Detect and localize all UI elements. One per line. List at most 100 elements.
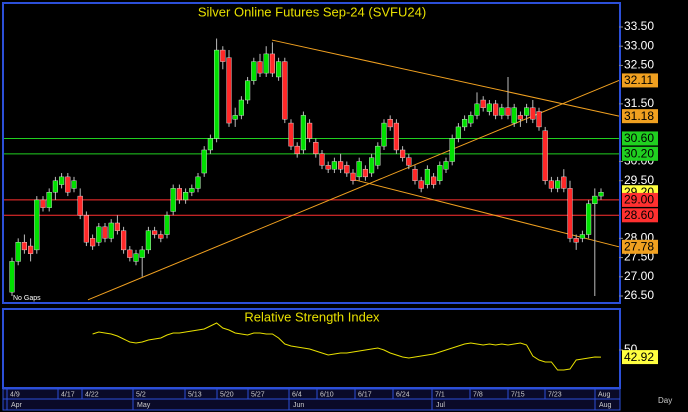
candle-body xyxy=(369,157,375,174)
candle-body xyxy=(40,199,46,208)
candle-body xyxy=(114,222,121,231)
candle-body xyxy=(207,138,214,151)
candle-body xyxy=(34,199,40,251)
candle-body xyxy=(244,80,251,101)
candle-body xyxy=(151,230,158,235)
candle-body xyxy=(263,53,269,74)
candle-body xyxy=(486,103,493,112)
date-label: 5/2 xyxy=(136,391,146,398)
candle-body xyxy=(493,103,499,116)
rsi-title: Relative Strength Index xyxy=(244,309,380,324)
y-tick-label: 31.50 xyxy=(624,96,654,110)
y-tick-label: 29.50 xyxy=(624,173,654,187)
level-label-box xyxy=(622,146,658,161)
candle-body xyxy=(474,103,480,116)
level-label: 27.78 xyxy=(624,239,654,253)
candle-body xyxy=(511,107,517,124)
y-tick-label: 33.00 xyxy=(624,38,654,52)
date-label: 6/10 xyxy=(320,391,334,398)
month-label: Aug xyxy=(599,402,612,409)
candle-body xyxy=(542,130,548,181)
candle-body xyxy=(52,180,59,193)
level-label-box xyxy=(622,131,658,146)
candle-body xyxy=(232,115,238,120)
chart-title: Silver Online Futures Sep-24 (SVFU24) xyxy=(198,4,426,19)
candle-body xyxy=(443,161,449,170)
candle-body xyxy=(412,168,418,181)
candle-body xyxy=(462,119,468,128)
candle-body xyxy=(133,253,139,262)
candle-body xyxy=(393,122,400,151)
candle-body xyxy=(362,168,369,178)
level-label: 30.20 xyxy=(624,146,654,160)
level-label-box xyxy=(622,73,658,88)
candle-body xyxy=(592,195,598,204)
rsi-label-box xyxy=(622,350,658,365)
candle-body xyxy=(524,107,530,116)
level-label: 29.00 xyxy=(624,193,654,207)
candle-body xyxy=(406,157,412,166)
candle-body xyxy=(65,176,71,193)
candle-body xyxy=(418,180,424,189)
candle-body xyxy=(189,188,195,193)
date-label: 6/24 xyxy=(396,391,410,398)
candle-body xyxy=(28,245,34,254)
y-tick-label: 27.00 xyxy=(624,269,654,283)
candle-body xyxy=(288,122,294,147)
candle-body xyxy=(102,226,108,239)
candle-body xyxy=(195,176,201,189)
candle-body xyxy=(108,222,114,239)
candle-body xyxy=(21,241,28,251)
candle-body xyxy=(46,192,52,208)
note: No Gaps xyxy=(13,295,41,302)
candle-body xyxy=(238,99,245,116)
candle-body xyxy=(307,122,313,139)
candle-body xyxy=(555,180,561,189)
candle-body xyxy=(319,153,325,166)
candle-body xyxy=(344,165,350,174)
candle-body xyxy=(77,195,83,216)
plot: 33.5033.0032.5031.5030.0029.5028.0027.50… xyxy=(4,19,658,410)
y-tick-label: 26.50 xyxy=(624,288,654,302)
trendline xyxy=(354,179,620,248)
candle-body xyxy=(325,165,331,170)
candle-body xyxy=(71,180,77,189)
date-label: 4/17 xyxy=(61,391,75,398)
date-label: 6/17 xyxy=(358,391,372,398)
candle-body xyxy=(598,192,604,197)
date-label: 7/15 xyxy=(511,391,525,398)
candle-body xyxy=(59,176,65,185)
candle-body xyxy=(145,230,152,251)
level-label: 30.60 xyxy=(624,131,654,145)
candle-body xyxy=(282,61,288,120)
candle-body xyxy=(499,107,505,116)
rsi-line xyxy=(92,322,602,371)
level-label: 32.11 xyxy=(624,73,653,87)
month-band xyxy=(2,398,621,411)
candle-body xyxy=(83,215,90,243)
candle-body xyxy=(586,203,592,235)
candle-body xyxy=(300,115,307,151)
candle-body xyxy=(96,226,102,243)
month-label: Jun xyxy=(293,402,304,409)
candle-body xyxy=(251,61,257,81)
y-tick-label: 33.50 xyxy=(624,19,654,33)
candle-body xyxy=(400,149,406,158)
candle-body xyxy=(226,57,232,124)
y-tick-label: 32.50 xyxy=(624,58,654,72)
candle-body xyxy=(567,188,573,239)
candle-body xyxy=(164,215,170,235)
candle-body xyxy=(455,126,462,139)
candle-body xyxy=(350,172,356,181)
candle-body xyxy=(536,111,542,128)
candle-body xyxy=(220,49,226,62)
rsi-label: 42.92 xyxy=(624,350,654,364)
candle-body xyxy=(375,145,381,166)
candle-body xyxy=(449,138,455,162)
candle-body xyxy=(387,119,393,128)
level-label-box xyxy=(622,192,658,207)
candle-body xyxy=(269,53,276,74)
date-label: 6/4 xyxy=(292,391,302,398)
candle-body xyxy=(89,238,96,247)
